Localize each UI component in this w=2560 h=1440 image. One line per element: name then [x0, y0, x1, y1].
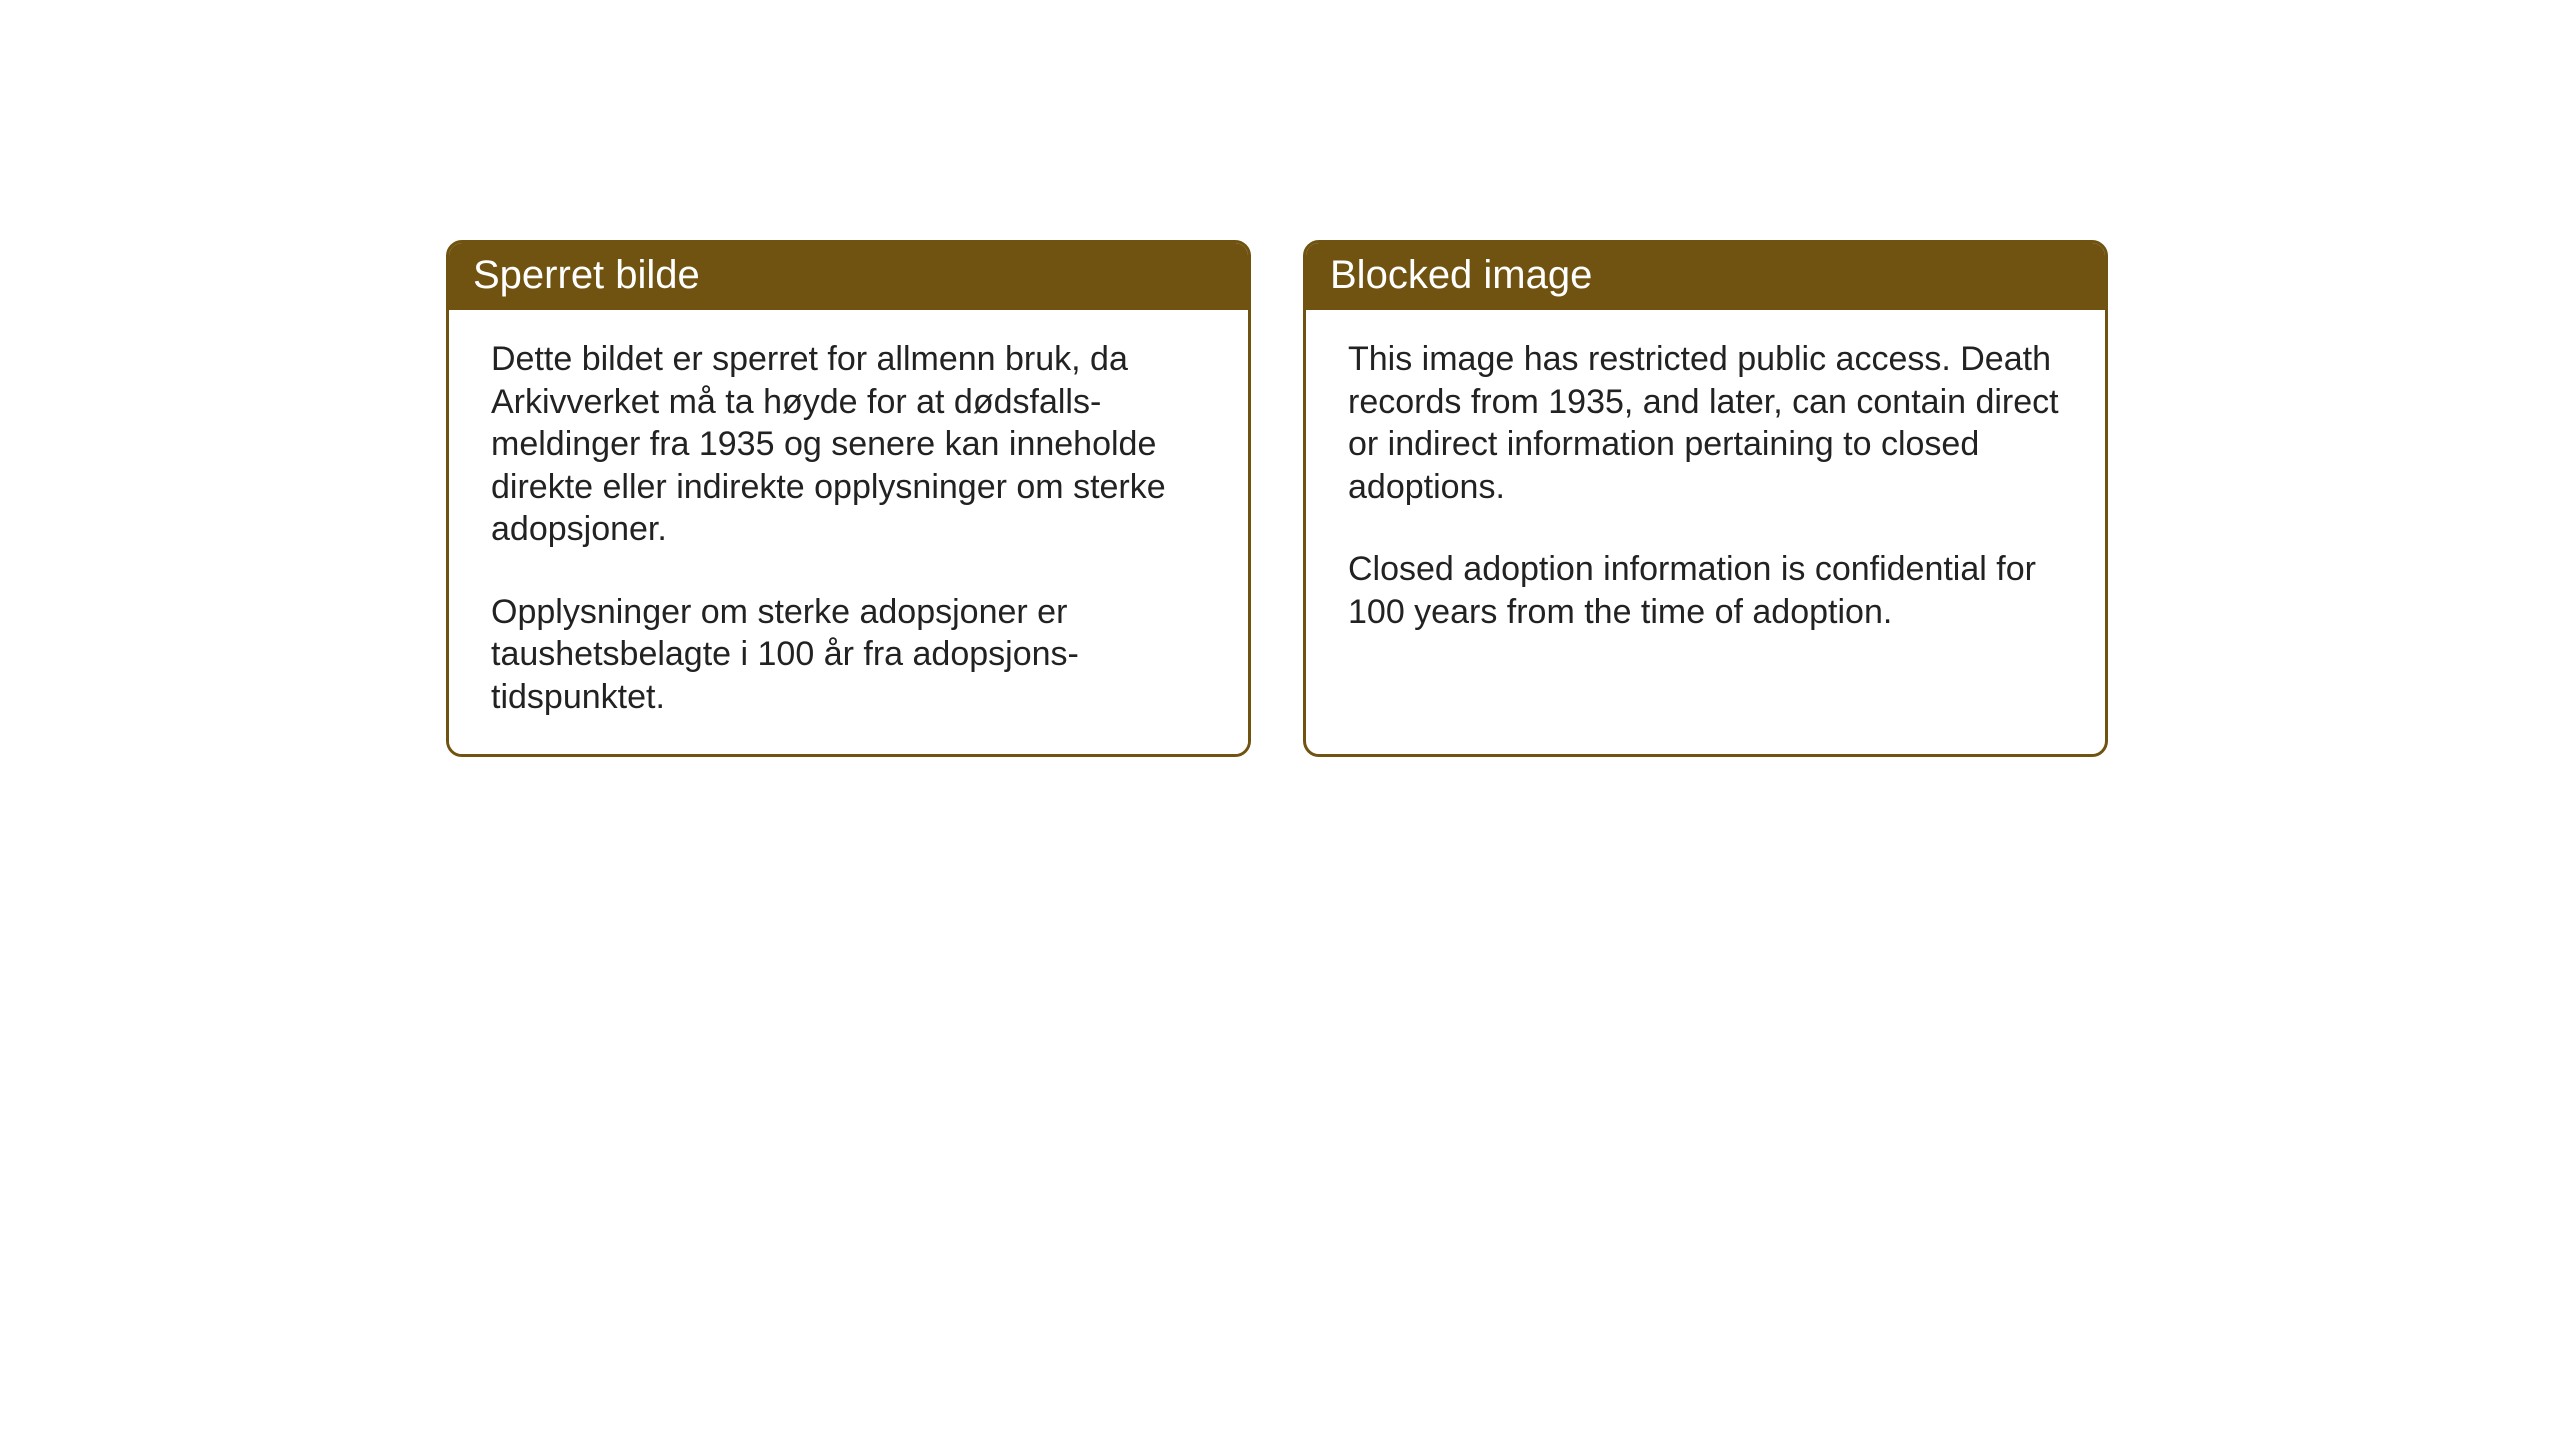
notice-body-norwegian: Dette bildet er sperret for allmenn bruk…: [449, 310, 1248, 754]
notice-paragraph-1-english: This image has restricted public access.…: [1348, 338, 2063, 508]
notice-header-english: Blocked image: [1306, 243, 2105, 310]
notice-box-norwegian: Sperret bilde Dette bildet er sperret fo…: [446, 240, 1251, 757]
notice-body-english: This image has restricted public access.…: [1306, 310, 2105, 669]
notice-header-norwegian: Sperret bilde: [449, 243, 1248, 310]
notice-paragraph-2-english: Closed adoption information is confident…: [1348, 548, 2063, 633]
notices-container: Sperret bilde Dette bildet er sperret fo…: [446, 240, 2108, 757]
notice-paragraph-1-norwegian: Dette bildet er sperret for allmenn bruk…: [491, 338, 1206, 551]
notice-title-english: Blocked image: [1330, 253, 1592, 297]
notice-paragraph-2-norwegian: Opplysninger om sterke adopsjoner er tau…: [491, 591, 1206, 719]
notice-box-english: Blocked image This image has restricted …: [1303, 240, 2108, 757]
notice-title-norwegian: Sperret bilde: [473, 253, 700, 297]
